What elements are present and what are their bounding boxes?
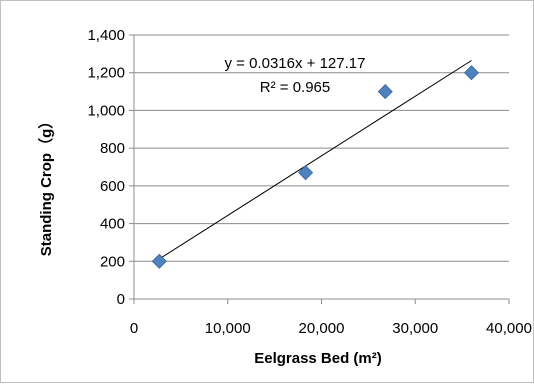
data-point-diamond: [299, 166, 313, 180]
data-point-diamond: [465, 66, 479, 80]
trendline-equation: y = 0.0316x + 127.17: [225, 55, 366, 72]
x-tick-label: 0: [130, 320, 138, 337]
data-point-diamond: [378, 85, 392, 99]
data-points: [152, 66, 478, 269]
y-tick-label: 0: [117, 291, 125, 308]
y-axis-title: Standing Crop（g）: [37, 114, 55, 257]
x-tick-label: 40,000: [486, 320, 532, 337]
x-tick-label: 10,000: [205, 320, 251, 337]
r-squared-label: R² = 0.965: [260, 79, 330, 96]
y-tick-label: 1,400: [87, 27, 125, 44]
axes: [129, 35, 509, 304]
y-tick-label: 800: [100, 140, 125, 157]
y-tick-label: 200: [100, 253, 125, 270]
x-tick-label: 30,000: [392, 320, 438, 337]
x-tick-label: 20,000: [299, 320, 345, 337]
y-tick-label: 600: [100, 178, 125, 195]
y-tick-label: 1,000: [87, 102, 125, 119]
y-tick-label: 400: [100, 216, 125, 233]
x-axis-title: Eelgrass Bed (m²): [254, 350, 382, 367]
y-tick-label: 1,200: [87, 65, 125, 82]
